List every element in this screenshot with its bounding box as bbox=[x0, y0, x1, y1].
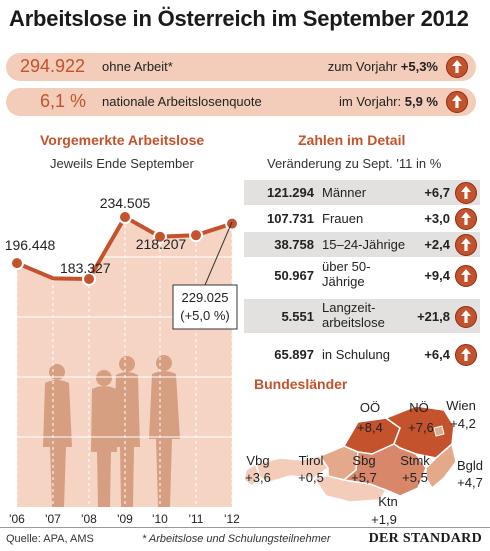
footnote: * Arbeitslose und Schulungsteilnehmer bbox=[142, 533, 331, 545]
table-row: 50.967 über 50- Jährige +9,4 bbox=[244, 258, 480, 292]
row-label: Langzeit-arbeitslose bbox=[322, 300, 385, 330]
detail-heading: Zahlen im Detail bbox=[298, 132, 406, 148]
chart-subheading: Jeweils Ende September bbox=[50, 156, 194, 171]
table-row: 5.551 Langzeit-arbeitslose +21,8 bbox=[244, 299, 480, 333]
row-label: Männer bbox=[322, 185, 367, 200]
source-text: Quelle: APA, AMS bbox=[6, 533, 94, 545]
summary-label: ohne Arbeit* bbox=[102, 59, 173, 74]
x-tick-label: '07 bbox=[45, 512, 61, 526]
people-silhouette-icon bbox=[43, 355, 180, 507]
callout-change: (+5,0 %) bbox=[180, 308, 230, 323]
arrow-up-icon bbox=[455, 208, 477, 230]
map-region-bgld bbox=[425, 442, 457, 490]
map-value-bgld: +4,7 bbox=[457, 475, 483, 490]
arrow-up-icon bbox=[455, 265, 477, 287]
map-label-ooe: OÖ bbox=[360, 400, 380, 415]
arrow-up-icon bbox=[455, 234, 477, 256]
x-tick-label: '06 bbox=[9, 512, 25, 526]
summary-rate: 6,1 % nationale Arbeitslosenquote im Vor… bbox=[6, 88, 476, 116]
map-region-tirol bbox=[255, 455, 330, 483]
table-row: 107.731 Frauen +3,0 bbox=[244, 206, 480, 231]
row-value: 65.897 bbox=[274, 347, 314, 362]
chart-heading: Vorgemerkte Arbeitslose bbox=[40, 132, 205, 148]
summary-compare-label: im Vorjahr: bbox=[338, 94, 402, 109]
map-value-noe: +7,6 bbox=[408, 420, 434, 435]
map-region-vbg bbox=[243, 462, 261, 487]
row-value: 121.294 bbox=[267, 185, 314, 200]
map-label-sbg: Sbg bbox=[352, 453, 375, 468]
row-change: +6,4 bbox=[424, 347, 450, 362]
summary-compare-value: +5,3% bbox=[400, 59, 438, 74]
chart-callout: 229.025 (+5,0 %) bbox=[172, 221, 238, 330]
row-value: 107.731 bbox=[267, 211, 314, 226]
arrow-up-icon bbox=[455, 306, 477, 328]
austria-map: OÖ +8,4 NÖ +7,6 Wien +4,2 Vbg +3,6 Tirol… bbox=[243, 398, 483, 527]
map-value-tirol: +0,5 bbox=[298, 470, 324, 485]
map-heading: Bundesländer bbox=[254, 376, 348, 392]
row-change: +3,0 bbox=[424, 211, 450, 226]
summary-compare-label: zum Vorjahr bbox=[327, 59, 398, 74]
row-label: Frauen bbox=[322, 211, 364, 226]
row-change: +9,4 bbox=[424, 268, 450, 283]
summary-value: 294.922 bbox=[20, 56, 86, 76]
data-label: 183.327 bbox=[60, 260, 111, 276]
row-label: 15–24-Jährige bbox=[322, 237, 406, 252]
summary-label: nationale Arbeitslosenquote bbox=[102, 94, 262, 109]
row-label: über 50- Jährige bbox=[322, 259, 371, 289]
data-label: 234.505 bbox=[100, 195, 151, 211]
data-label: 218.207 bbox=[136, 236, 187, 252]
map-label-bgld: Bgld bbox=[457, 458, 483, 473]
x-tick-label: '09 bbox=[117, 512, 133, 526]
map-label-stmk: Stmk bbox=[400, 453, 430, 468]
map-region-wien bbox=[433, 425, 445, 437]
row-value: 50.967 bbox=[274, 268, 314, 283]
map-label-ktn: Ktn bbox=[378, 494, 398, 509]
map-value-vbg: +3,6 bbox=[245, 470, 271, 485]
data-point bbox=[10, 256, 24, 271]
summary-compare-value: 5,9 % bbox=[404, 94, 438, 109]
map-value-sbg: +5,7 bbox=[351, 470, 377, 485]
map-label-wien: Wien bbox=[446, 398, 476, 413]
publisher-logo: DER STANDARD bbox=[368, 531, 482, 546]
row-change: +6,7 bbox=[424, 185, 450, 200]
data-label: 196.448 bbox=[5, 237, 56, 253]
table-row: 121.294 Männer +6,7 bbox=[244, 180, 480, 205]
arrow-up-icon bbox=[446, 56, 468, 78]
x-tick-label: '11 bbox=[189, 512, 204, 526]
x-tick-label: '08 bbox=[81, 512, 97, 526]
detail-subheading: Veränderung zu Sept. '11 in % bbox=[267, 156, 442, 171]
callout-value: 229.025 bbox=[182, 290, 229, 305]
map-label-noe: NÖ bbox=[409, 400, 429, 415]
row-value: 38.758 bbox=[274, 237, 314, 252]
map-value-ooe: +8,4 bbox=[357, 420, 383, 435]
map-label-vbg: Vbg bbox=[246, 453, 269, 468]
summary-value: 6,1 % bbox=[40, 91, 87, 111]
data-point bbox=[153, 229, 167, 244]
table-row: 65.897 in Schulung +6,4 bbox=[244, 342, 480, 367]
data-point bbox=[189, 228, 203, 243]
page-title: Arbeitslose in Österreich im September 2… bbox=[9, 6, 469, 31]
row-value: 5.551 bbox=[281, 309, 314, 324]
map-value-stmk: +5,5 bbox=[402, 470, 428, 485]
row-change: +2,4 bbox=[424, 237, 450, 252]
row-label: in Schulung bbox=[322, 347, 390, 362]
summary-compare: im Vorjahr: 5,9 % bbox=[339, 94, 438, 109]
arrow-up-icon bbox=[455, 182, 477, 204]
map-value-ktn: +1,9 bbox=[371, 512, 397, 527]
table-row: 38.758 15–24-Jährige +2,4 bbox=[244, 232, 480, 257]
row-change: +21,8 bbox=[417, 309, 450, 324]
map-label-tirol: Tirol bbox=[299, 453, 324, 468]
summary-compare: zum Vorjahr +5,3% bbox=[328, 59, 438, 74]
data-point bbox=[118, 210, 132, 224]
arrow-up-icon bbox=[446, 91, 468, 113]
arrow-up-icon bbox=[455, 344, 477, 366]
data-point bbox=[225, 216, 239, 231]
summary-unemployed: 294.922 ohne Arbeit* zum Vorjahr +5,3% bbox=[6, 53, 476, 81]
x-tick-label: '10 bbox=[152, 512, 168, 526]
data-point bbox=[82, 272, 96, 286]
x-tick-label: '12 bbox=[224, 512, 240, 526]
footer: Quelle: APA, AMS * Arbeitslose und Schul… bbox=[0, 527, 490, 551]
map-value-wien: +4,2 bbox=[450, 416, 476, 431]
